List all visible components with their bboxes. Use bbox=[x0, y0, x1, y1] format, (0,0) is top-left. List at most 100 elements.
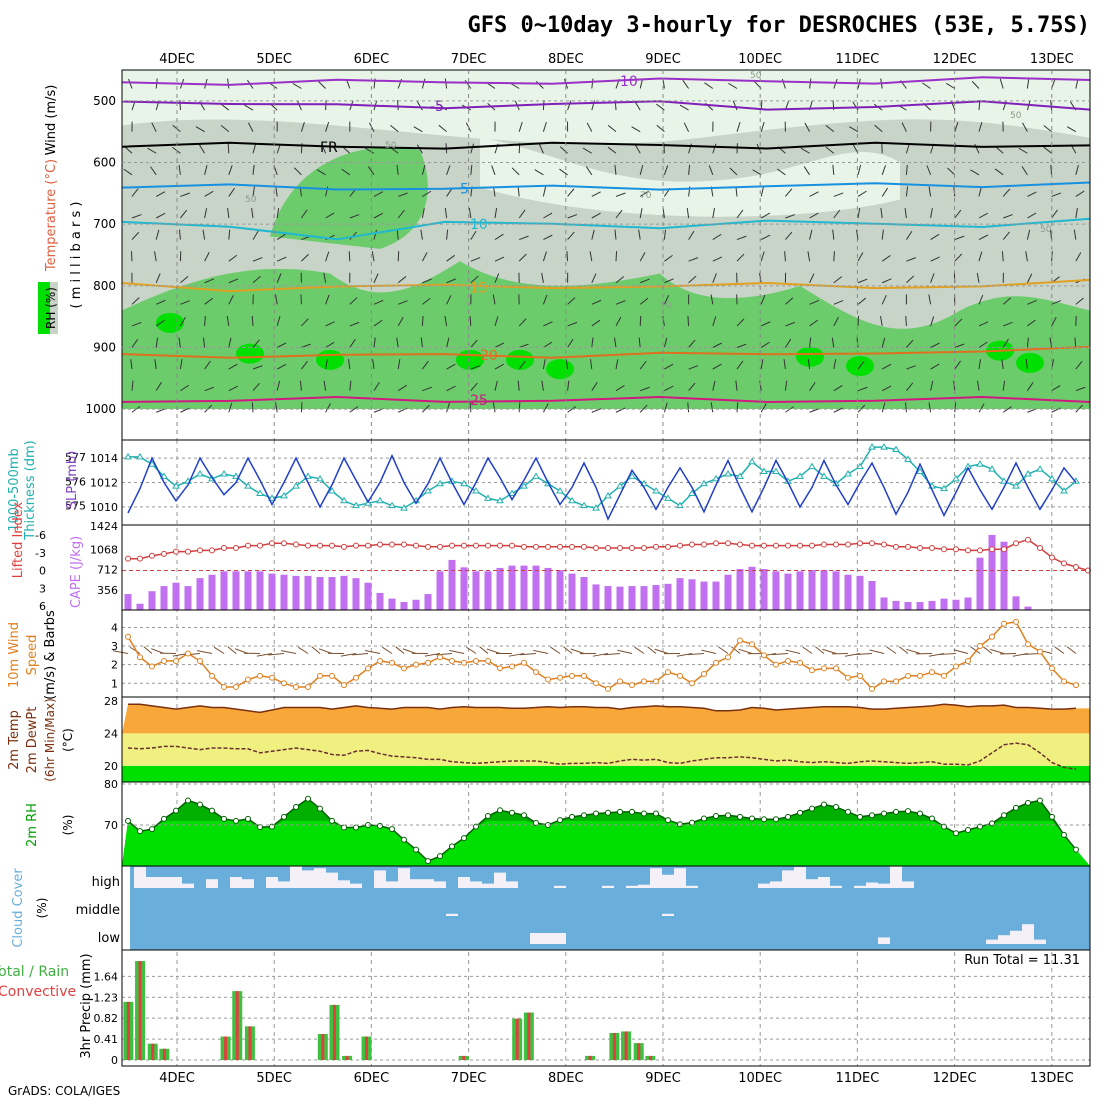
lifted-index-line-marker bbox=[1037, 545, 1043, 552]
thickness-line-marker bbox=[328, 487, 336, 494]
wind-barb bbox=[638, 337, 641, 348]
wind-barb bbox=[276, 380, 281, 391]
rh-line-marker bbox=[857, 813, 863, 820]
wind-barb bbox=[615, 316, 622, 327]
cape-bar bbox=[676, 578, 684, 610]
wind-barb bbox=[954, 402, 957, 413]
lifted-index-line-marker bbox=[941, 546, 947, 553]
wind-barb bbox=[518, 402, 521, 413]
wind-barb bbox=[688, 257, 699, 262]
contour-label: 10 bbox=[620, 74, 638, 90]
cape-bar bbox=[880, 597, 888, 610]
rh-line-marker bbox=[773, 816, 779, 823]
wind-barb bbox=[1001, 359, 1004, 370]
slp-label: SLP (mb) bbox=[65, 451, 80, 510]
cape-bar bbox=[940, 598, 948, 610]
wind-barb bbox=[421, 315, 424, 326]
dewpoint-line bbox=[127, 742, 1077, 770]
wind-barb bbox=[373, 229, 378, 240]
wind-barb bbox=[422, 404, 430, 413]
wind-speed-line-marker bbox=[485, 657, 491, 664]
wind-speed-line-marker bbox=[689, 680, 695, 687]
wind-barb bbox=[252, 382, 260, 391]
lifted-index-line-marker bbox=[797, 542, 803, 549]
date-label-top: 11DEC bbox=[835, 52, 879, 67]
wind-barb bbox=[760, 234, 771, 241]
wind-barb bbox=[760, 251, 765, 262]
wind-label-2: Speed bbox=[25, 635, 40, 676]
wind-speed-line-marker bbox=[785, 657, 791, 664]
lifted-index-line-marker bbox=[581, 543, 587, 550]
wind-barb bbox=[752, 169, 762, 176]
wind-barb bbox=[760, 403, 767, 413]
surface-wind-barb bbox=[340, 653, 357, 657]
wind-barb bbox=[155, 212, 166, 219]
wind-barb bbox=[202, 337, 206, 348]
wind-barb bbox=[928, 294, 932, 305]
surface-wind-barb bbox=[906, 648, 921, 654]
wind-speed-line-marker bbox=[161, 657, 167, 664]
lifted-index-line-marker bbox=[389, 541, 395, 548]
rh-contour-label: 50 bbox=[245, 195, 257, 205]
surface-wind-barb bbox=[381, 646, 393, 654]
thickness-line-marker bbox=[796, 472, 804, 479]
wind-barb bbox=[421, 208, 425, 219]
precip-convective-bar bbox=[162, 1048, 166, 1060]
thickness-line-marker bbox=[400, 504, 408, 511]
wind-barb bbox=[831, 337, 835, 348]
temp-label-2: 2m DewPt bbox=[25, 707, 40, 774]
surface-wind-barb bbox=[886, 646, 897, 654]
cape-bar bbox=[208, 574, 216, 610]
cape-bar bbox=[352, 578, 360, 610]
wind-barb bbox=[226, 315, 230, 326]
wind-barb bbox=[373, 212, 384, 219]
cape-bar bbox=[856, 575, 864, 610]
cloud-bar-high bbox=[674, 868, 686, 888]
wind-speed-line-marker bbox=[137, 654, 143, 661]
rh-bright-patch bbox=[316, 349, 344, 370]
wind-barb bbox=[688, 339, 696, 348]
surface-wind-barb bbox=[227, 646, 237, 654]
lifted-index-line-marker bbox=[665, 543, 671, 550]
wind-barb bbox=[736, 235, 747, 241]
thickness-line-marker bbox=[736, 472, 744, 479]
wind-barb bbox=[785, 214, 795, 219]
thickness-line-marker bbox=[856, 462, 864, 470]
wind-speed-line-marker bbox=[929, 669, 935, 676]
wind-barb bbox=[857, 165, 862, 175]
cloud-unit-label: (%) bbox=[35, 898, 49, 919]
cloud-bar-high bbox=[626, 885, 638, 888]
wind-barb bbox=[274, 294, 278, 305]
wind-barb bbox=[582, 147, 593, 154]
cape-tick-label: 1068 bbox=[90, 543, 118, 556]
contour-label: 15 bbox=[470, 281, 488, 297]
wind-barb bbox=[809, 299, 820, 305]
wind-barb bbox=[804, 122, 811, 132]
precip-frame bbox=[121, 949, 1091, 1067]
wind-speed-line-marker bbox=[665, 669, 671, 676]
wind-barb bbox=[784, 338, 792, 348]
rh-line-marker bbox=[209, 807, 215, 814]
wind-barb bbox=[881, 385, 892, 392]
wind-barb bbox=[228, 278, 239, 284]
wind-barb bbox=[639, 360, 647, 370]
date-label-top: 9DEC bbox=[645, 52, 681, 67]
wind-speed-line-marker bbox=[305, 684, 311, 690]
wind-barb bbox=[373, 381, 380, 391]
wind-barb bbox=[316, 169, 326, 176]
wind-barb bbox=[228, 402, 233, 413]
lifted-tick-label: 3 bbox=[39, 582, 46, 595]
lifted-index-line-marker bbox=[257, 542, 263, 549]
rh-line-marker bbox=[317, 805, 323, 812]
cape-bar bbox=[424, 594, 432, 610]
thickness-line-marker bbox=[1060, 487, 1068, 494]
rh-line-marker bbox=[701, 815, 707, 822]
lifted-index-line-marker bbox=[521, 543, 527, 550]
surface-wind-barb bbox=[802, 646, 813, 654]
cape-bar bbox=[652, 584, 660, 610]
wind-barb bbox=[999, 78, 1004, 89]
wind-barb bbox=[926, 165, 932, 176]
surface-wind-barb bbox=[466, 646, 477, 654]
thickness-line-marker bbox=[904, 455, 912, 462]
wind-barb bbox=[252, 230, 259, 240]
